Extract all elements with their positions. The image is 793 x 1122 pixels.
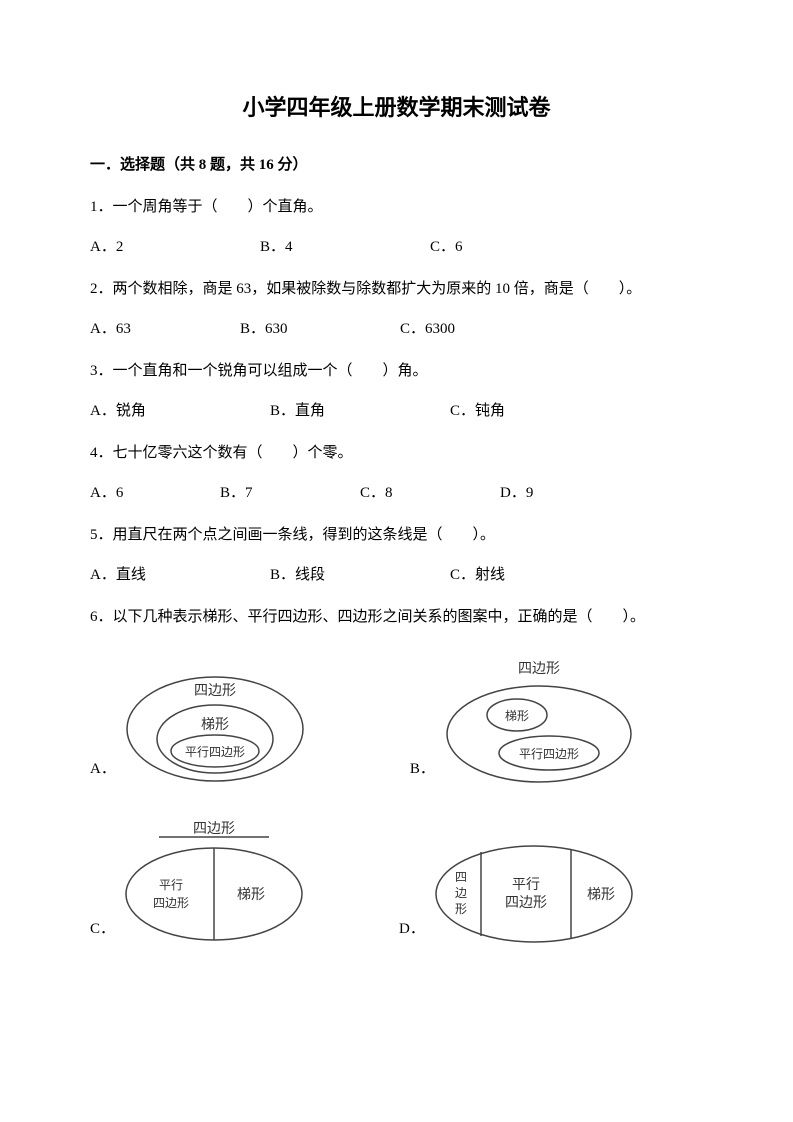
svg-text:平行四边形: 平行四边形 (519, 747, 579, 761)
venn-diagram-c-icon: 四边形 平行 四边形 梯形 (119, 819, 309, 949)
svg-text:边: 边 (455, 886, 467, 900)
q6-diagram-b: B． 四边形 梯形 平行四边形 (410, 659, 639, 789)
svg-text:四边形: 四边形 (505, 895, 547, 911)
svg-text:四: 四 (455, 870, 467, 884)
q3-opt-b: B．直角 (270, 399, 450, 423)
q2-opt-b: B．630 (240, 317, 400, 341)
question-3: 3．一个直角和一个锐角可以组成一个（ ）角。 A．锐角 B．直角 C．钝角 (90, 359, 703, 423)
q4-opt-b: B．7 (220, 481, 360, 505)
question-2: 2．两个数相除，商是 63，如果被除数与除数都扩大为原来的 10 倍，商是（ ）… (90, 277, 703, 341)
q6-diagram-d: D． 四 边 形 平行 四边形 梯形 (399, 839, 639, 949)
q5-opt-c: C．射线 (450, 563, 505, 587)
q6-label-d: D． (399, 917, 425, 941)
svg-text:梯形: 梯形 (505, 709, 529, 723)
question-1-options: A．2 B．4 C．6 (90, 235, 703, 259)
svg-text:形: 形 (455, 902, 467, 916)
svg-text:梯形: 梯形 (587, 887, 615, 903)
svg-text:四边形: 四边形 (153, 896, 189, 910)
svg-text:平行: 平行 (159, 878, 183, 892)
q1-opt-b: B．4 (260, 235, 430, 259)
svg-text:四边形: 四边形 (193, 821, 235, 837)
svg-text:平行: 平行 (512, 877, 540, 893)
section-header-1: 一．选择题（共 8 题，共 16 分） (90, 153, 703, 177)
question-4: 4．七十亿零六这个数有（ ）个零。 A．6 B．7 C．8 D．9 (90, 441, 703, 505)
q1-opt-a: A．2 (90, 235, 260, 259)
question-3-text: 3．一个直角和一个锐角可以组成一个（ ）角。 (90, 359, 703, 383)
question-3-options: A．锐角 B．直角 C．钝角 (90, 399, 703, 423)
svg-text:四边形: 四边形 (194, 683, 236, 699)
svg-text:平行四边形: 平行四边形 (185, 745, 245, 759)
q2-opt-a: A．63 (90, 317, 240, 341)
q6-diagram-row-1: A． 四边形 梯形 平行四边形 B． 四边形 梯形 平行四边形 (90, 659, 703, 789)
venn-diagram-a-icon: 四边形 梯形 平行四边形 (120, 669, 310, 789)
question-6-text: 6．以下几种表示梯形、平行四边形、四边形之间关系的图案中，正确的是（ ）。 (90, 605, 703, 629)
question-2-options: A．63 B．630 C．6300 (90, 317, 703, 341)
q4-opt-c: C．8 (360, 481, 500, 505)
q4-opt-d: D．9 (500, 481, 533, 505)
venn-diagram-b-icon: 四边形 梯形 平行四边形 (439, 659, 639, 789)
question-5-text: 5．用直尺在两个点之间画一条线，得到的这条线是（ ）。 (90, 523, 703, 547)
question-6: 6．以下几种表示梯形、平行四边形、四边形之间关系的图案中，正确的是（ ）。 A．… (90, 605, 703, 949)
svg-text:梯形: 梯形 (201, 717, 229, 733)
page-title: 小学四年级上册数学期末测试卷 (90, 90, 703, 125)
q6-diagram-c: C． 四边形 平行 四边形 梯形 (90, 819, 309, 949)
q3-opt-c: C．钝角 (450, 399, 505, 423)
q6-diagram-row-2: C． 四边形 平行 四边形 梯形 D． 四 边 形 平行 四边形 (90, 819, 703, 949)
q3-opt-a: A．锐角 (90, 399, 270, 423)
q6-diagram-a: A． 四边形 梯形 平行四边形 (90, 669, 310, 789)
svg-text:梯形: 梯形 (237, 887, 265, 903)
q6-label-c: C． (90, 917, 115, 941)
q2-opt-c: C．6300 (400, 317, 455, 341)
svg-text:四边形: 四边形 (518, 661, 560, 677)
q5-opt-b: B．线段 (270, 563, 450, 587)
q6-label-b: B． (410, 757, 435, 781)
q4-opt-a: A．6 (90, 481, 220, 505)
question-1-text: 1．一个周角等于（ ）个直角。 (90, 195, 703, 219)
question-2-text: 2．两个数相除，商是 63，如果被除数与除数都扩大为原来的 10 倍，商是（ ）… (90, 277, 703, 301)
venn-diagram-d-icon: 四 边 形 平行 四边形 梯形 (429, 839, 639, 949)
question-5: 5．用直尺在两个点之间画一条线，得到的这条线是（ ）。 A．直线 B．线段 C．… (90, 523, 703, 587)
q1-opt-c: C．6 (430, 235, 463, 259)
q5-opt-a: A．直线 (90, 563, 270, 587)
question-1: 1．一个周角等于（ ）个直角。 A．2 B．4 C．6 (90, 195, 703, 259)
q6-label-a: A． (90, 757, 116, 781)
question-4-options: A．6 B．7 C．8 D．9 (90, 481, 703, 505)
question-5-options: A．直线 B．线段 C．射线 (90, 563, 703, 587)
question-4-text: 4．七十亿零六这个数有（ ）个零。 (90, 441, 703, 465)
